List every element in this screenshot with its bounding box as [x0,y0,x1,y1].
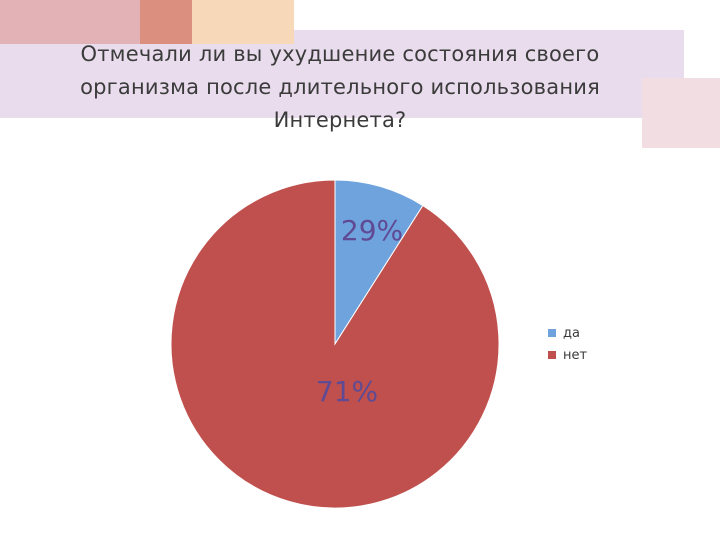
chart-legend: да нет [548,322,587,366]
decorative-block-coral [140,0,192,44]
legend-label-net: нет [563,347,588,363]
decorative-block-rose [642,78,720,148]
decorative-band [0,30,684,118]
decorative-block-peach [192,0,294,44]
chart-title: Отмечали ли вы ухудшение состояния своег… [80,42,600,132]
legend-label-da: да [563,325,580,341]
slice-label-da: 29% [341,214,403,247]
pie-slice-net [170,179,500,509]
legend-swatch-da [548,329,556,337]
pie-slice-da [334,179,424,346]
pie-slices [170,179,500,509]
legend-item-net: нет [548,344,587,366]
legend-swatch-net [548,351,556,359]
pie-labels: 29% 71% [316,214,403,408]
decorative-block-pink [0,0,140,44]
slice-label-net: 71% [316,375,378,408]
legend-item-da: да [548,322,587,344]
